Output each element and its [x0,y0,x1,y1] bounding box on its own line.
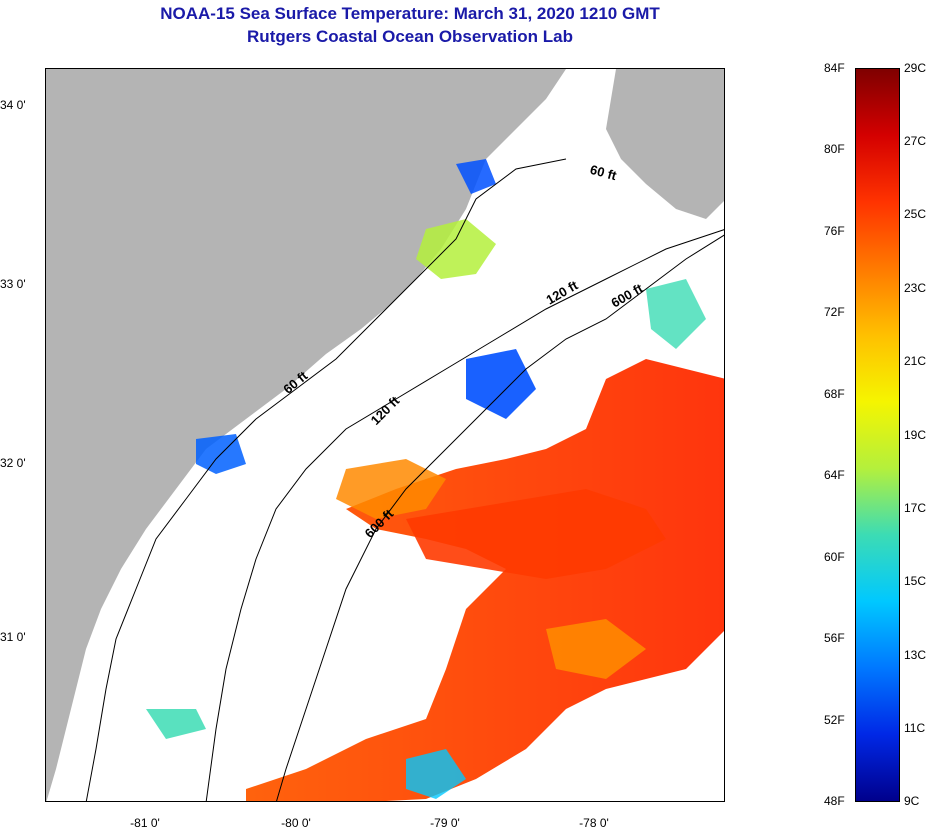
colorbar-c-label: 23C [904,281,927,295]
colorbar-c-label: 25C [904,207,927,221]
lon-tick-label: -78 0' [579,816,609,830]
colorbar-f-label: 48F [824,794,845,808]
colorbar-c-label: 11C [904,721,926,735]
contour-60ft [85,158,567,801]
lon-tick-label: -81 0' [130,816,160,830]
cool-patch [416,219,496,279]
colorbar-f-label: 60F [824,550,845,564]
cool-patch [406,749,466,799]
colorbar-f-label: 72F [824,305,845,319]
cool-patch [646,279,706,349]
cool-patch [466,349,536,419]
lat-tick-label: 32 0' [0,456,26,470]
contour-600ft [276,234,724,801]
lat-tick-label: 34 0' [0,98,26,112]
colorbar-c-label: 27C [904,134,927,148]
colorbar-f-label: 68F [824,387,845,401]
sst-map [45,68,725,802]
colorbar-f-label: 84F [824,61,845,75]
cool-patch [146,709,206,739]
map-title: NOAA-15 Sea Surface Temperature: March 3… [160,4,660,23]
colorbar-f-label: 52F [824,713,845,727]
temperature-colorbar [855,68,900,802]
lat-tick-label: 33 0' [0,277,26,291]
contour-120ft [205,229,724,801]
land-mass-northeast [606,69,724,219]
lon-tick-label: -80 0' [281,816,311,830]
lat-tick-label: 31 0' [0,630,26,644]
orange-patch [336,459,446,519]
gulf-stream-warm [246,359,724,801]
orange-patch [546,619,646,679]
colorbar-c-label: 21C [904,354,927,368]
colorbar-f-label: 56F [824,631,845,645]
colorbar-c-label: 13C [904,648,927,662]
colorbar-f-label: 80F [824,142,845,156]
cool-patch [456,159,496,194]
colorbar-c-label: 15C [904,574,927,588]
map-subtitle: Rutgers Coastal Ocean Observation Lab [247,27,573,46]
colorbar-c-label: 9C [904,794,920,808]
colorbar-f-label: 76F [824,224,845,238]
colorbar-c-label: 17C [904,501,927,515]
colorbar-f-label: 64F [824,468,845,482]
colorbar-c-label: 29C [904,61,927,75]
lon-tick-label: -79 0' [430,816,460,830]
colorbar-c-label: 19C [904,428,927,442]
warm-band [406,489,666,579]
